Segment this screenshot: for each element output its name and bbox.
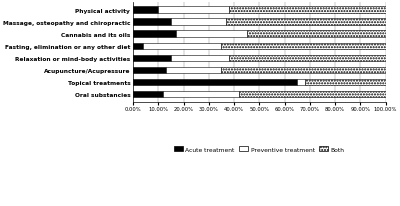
- Bar: [133, 55, 171, 62]
- Bar: [133, 19, 171, 26]
- Bar: [166, 67, 222, 74]
- Bar: [171, 19, 226, 26]
- Bar: [133, 67, 166, 74]
- Bar: [163, 91, 239, 98]
- Bar: [229, 55, 386, 62]
- Legend: Acute treatment, Preventive treatment, Both: Acute treatment, Preventive treatment, B…: [171, 144, 347, 154]
- Bar: [297, 79, 305, 86]
- Bar: [133, 7, 158, 14]
- Bar: [133, 43, 143, 50]
- Bar: [133, 91, 163, 98]
- Bar: [226, 19, 386, 26]
- Bar: [176, 31, 247, 38]
- Bar: [305, 79, 386, 86]
- Bar: [229, 7, 386, 14]
- Bar: [247, 31, 386, 38]
- Bar: [133, 79, 297, 86]
- Bar: [143, 43, 222, 50]
- Bar: [158, 7, 229, 14]
- Bar: [239, 91, 386, 98]
- Bar: [222, 67, 386, 74]
- Bar: [171, 55, 229, 62]
- Bar: [133, 31, 176, 38]
- Bar: [222, 43, 386, 50]
